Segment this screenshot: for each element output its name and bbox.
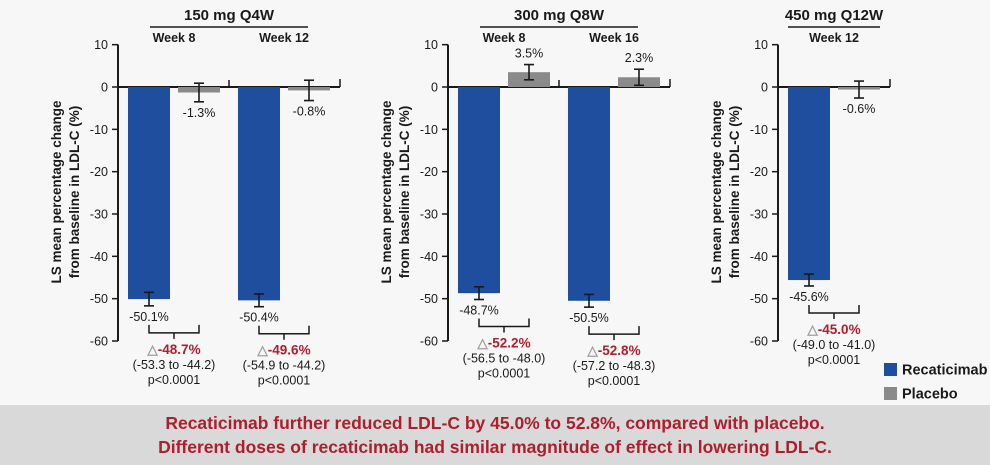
bar-value-label: -50.5% [569,311,609,325]
chart-title: 300 mg Q8W [514,7,605,24]
bar-value-label: -1.3% [183,106,216,120]
y-tick-label: -50 [420,292,438,306]
y-tick-label: -20 [90,165,108,179]
comparison-bracket [588,326,640,341]
y-axis-label-line1: LS mean percentage change [379,100,394,284]
y-axis-label-line2: from baseline in LDL-C (%) [727,106,742,279]
y-tick-label: 0 [431,81,438,95]
bar-value-label: -50.4% [239,311,279,325]
delta-annotation: △-49.6% [256,343,310,358]
chart-title: 150 mg Q4W [184,7,275,24]
y-axis-label-line1: LS mean percentage change [709,100,724,284]
banner-line1: Recaticimab further reduced LDL-C by 45.… [165,412,825,433]
delta-triangle-icon: △ [256,343,269,358]
bar-charts-canvas: 150 mg Q4W Week 8 Week 12 10 0 -10 -20 -30 -40 -5… [49,7,988,403]
bar-value-label: 3.5% [515,47,544,61]
delta-value: -45.0% [818,322,861,337]
y-tick-label: -60 [90,334,108,348]
p-value: p<0.0001 [808,353,861,367]
delta-annotation: △-52.8% [586,343,640,358]
confidence-interval: (-53.3 to -44.2) [133,358,216,372]
confidence-interval: (-49.0 to -41.0) [793,338,876,352]
recaticimab-bar [128,87,170,300]
legend-swatch [884,387,897,400]
comparison-bracket [148,324,200,339]
bar-value-label: -0.8% [293,105,326,119]
summary-banner: Recaticimab further reduced LDL-C by 45.… [0,405,990,465]
y-axis-label-line1: LS mean percentage change [49,100,64,284]
y-tick-label: -60 [750,334,768,348]
bar-value-label: -0.6% [843,102,876,116]
week-label: Week 8 [483,31,526,45]
y-tick-label: 0 [101,81,108,95]
confidence-interval: (-56.5 to -48.0) [463,352,546,366]
y-tick-label: -30 [90,207,108,221]
delta-triangle-icon: △ [146,342,159,357]
recaticimab-bar [568,87,610,301]
bar-value-label: -50.1% [129,310,169,324]
banner-line2: Different doses of recaticimab had simil… [158,436,832,457]
week-label: Week 12 [259,31,309,45]
delta-annotation: △-48.7% [146,342,200,357]
chart-title: 450 mg Q12W [785,7,884,24]
y-tick-label: -30 [420,207,438,221]
legend-label: Recaticimab [902,363,988,379]
recaticimab-bar [788,87,830,281]
confidence-interval: (-54.9 to -44.2) [243,359,326,373]
y-tick-label: -10 [420,123,438,137]
bar-value-label: -45.6% [789,290,829,304]
comparison-bracket [258,325,310,340]
y-tick-label: -50 [750,292,768,306]
delta-annotation: △-52.2% [476,336,530,351]
y-tick-label: -40 [90,250,108,264]
p-value: p<0.0001 [148,373,201,387]
delta-triangle-icon: △ [586,343,599,358]
y-tick-label: -20 [420,165,438,179]
delta-triangle-icon: △ [806,322,819,337]
delta-value: -49.6% [268,343,311,358]
y-tick-label: -40 [420,250,438,264]
y-axis-label-line2: from baseline in LDL-C (%) [397,106,412,279]
recaticimab-bar [238,87,280,301]
y-tick-label: -10 [90,123,108,137]
delta-annotation: △-45.0% [806,322,860,337]
confidence-interval: (-57.2 to -48.3) [573,359,656,373]
legend-label: Placebo [902,387,958,403]
comparison-bracket [478,318,530,333]
week-label: Week 8 [153,31,196,45]
delta-triangle-icon: △ [476,336,489,351]
y-tick-label: -30 [750,207,768,221]
legend-swatch [884,363,897,376]
y-tick-label: 0 [761,81,768,95]
p-value: p<0.0001 [258,374,311,388]
delta-value: -52.2% [488,336,531,351]
bar-value-label: 2.3% [625,51,654,65]
p-value: p<0.0001 [478,367,531,381]
recaticimab-bar [458,87,500,294]
week-label: Week 16 [589,31,639,45]
y-tick-label: -20 [750,165,768,179]
y-tick-label: 10 [94,38,108,52]
week-label: Week 12 [809,31,859,45]
y-tick-label: -40 [750,250,768,264]
y-tick-label: 10 [424,38,438,52]
y-tick-label: 10 [754,38,768,52]
y-tick-label: -10 [750,123,768,137]
p-value: p<0.0001 [588,374,641,388]
y-tick-label: -60 [420,334,438,348]
comparison-bracket [808,304,860,319]
bar-value-label: -48.7% [459,304,499,318]
delta-value: -52.8% [598,343,641,358]
delta-value: -48.7% [158,342,201,357]
y-tick-label: -50 [90,292,108,306]
y-axis-label-line2: from baseline in LDL-C (%) [67,106,82,279]
